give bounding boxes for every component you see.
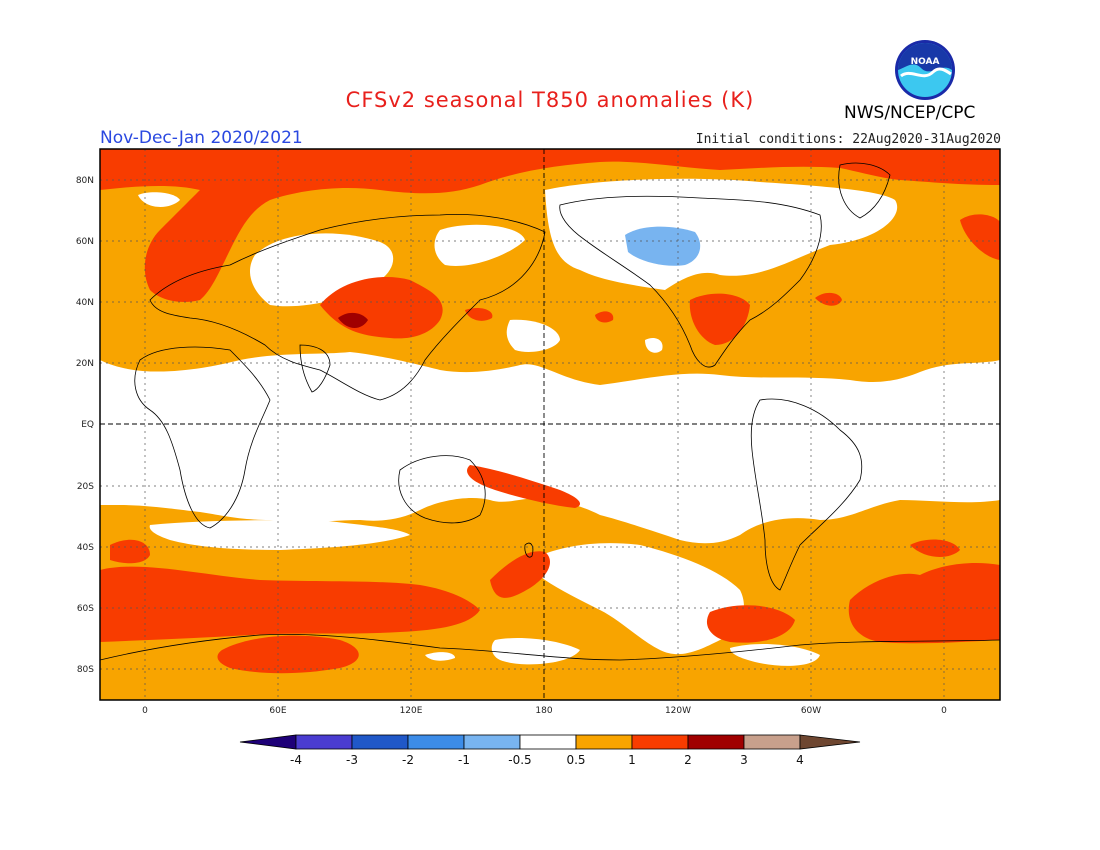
colorbar-box	[687, 734, 745, 750]
lat-label: 80S	[77, 665, 94, 675]
neutral-regions	[100, 178, 1000, 666]
lat-label: 20S	[77, 482, 94, 492]
lon-label: 120E	[400, 706, 423, 716]
lon-label: 60E	[269, 706, 286, 716]
lon-label: 180	[535, 706, 552, 716]
coastlines	[100, 162, 1000, 661]
colorbar-label: 2	[684, 753, 692, 767]
colorbar-box	[295, 734, 353, 750]
logo-text: NOAA	[911, 57, 940, 67]
latitude-labels: 80N 60N 40N 20N EQ 20S 40S 60S 80S	[76, 176, 94, 675]
map-fill	[100, 149, 1000, 700]
colorbar-label: -3	[346, 753, 358, 767]
lat-label: 60N	[76, 237, 94, 247]
lat-label: 20N	[76, 359, 94, 369]
colorbar-label: 4	[796, 753, 804, 767]
colorbar-label: 1	[628, 753, 636, 767]
colorbar-label: -1	[458, 753, 470, 767]
colorbar-box	[407, 734, 465, 750]
lat-label: 40S	[77, 543, 94, 553]
lat-label: 80N	[76, 176, 94, 186]
noaa-logo: NOAA	[895, 40, 955, 100]
lat-label: 40N	[76, 298, 94, 308]
equator-dateline	[100, 149, 1000, 700]
colorbar-box	[463, 734, 521, 750]
forecast-period: Nov-Dec-Jan 2020/2021	[100, 128, 303, 148]
longitude-labels: 0 60E 120E 180 120W 60W 0	[142, 706, 947, 716]
colorbar-arrow-low	[239, 734, 297, 750]
colorbar-label: 0.5	[566, 753, 585, 767]
lon-label: 120W	[665, 706, 691, 716]
chart-title: CFSv2 seasonal T850 anomalies (K)	[345, 88, 755, 112]
graticule	[100, 149, 1000, 700]
colorbar-box	[519, 734, 577, 750]
colorbar-label: -4	[290, 753, 302, 767]
lon-label: 0	[142, 706, 148, 716]
colorbar-label: -0.5	[508, 753, 531, 767]
lat-label: EQ	[81, 420, 94, 430]
lat-label: 60S	[77, 604, 94, 614]
colorbar-box	[743, 734, 801, 750]
colorbar-arrow-high	[799, 734, 861, 750]
lon-label: 60W	[801, 706, 821, 716]
colorbar-label: 3	[740, 753, 748, 767]
colorbar: -4 -3 -2 -1 -0.5 0.5 1 2 3 4	[239, 734, 861, 767]
colorbar-box	[575, 734, 633, 750]
agency-label: NWS/NCEP/CPC	[844, 103, 976, 123]
colorbar-box	[351, 734, 409, 750]
map-frame	[99, 148, 1001, 701]
colorbar-box	[631, 734, 689, 750]
colorbar-label: -2	[402, 753, 414, 767]
initial-conditions: Initial conditions: 22Aug2020-31Aug2020	[695, 132, 1001, 147]
anomaly-2-3-region	[338, 312, 368, 328]
lon-label: 0	[941, 706, 947, 716]
anomaly-negative-region	[625, 226, 701, 266]
